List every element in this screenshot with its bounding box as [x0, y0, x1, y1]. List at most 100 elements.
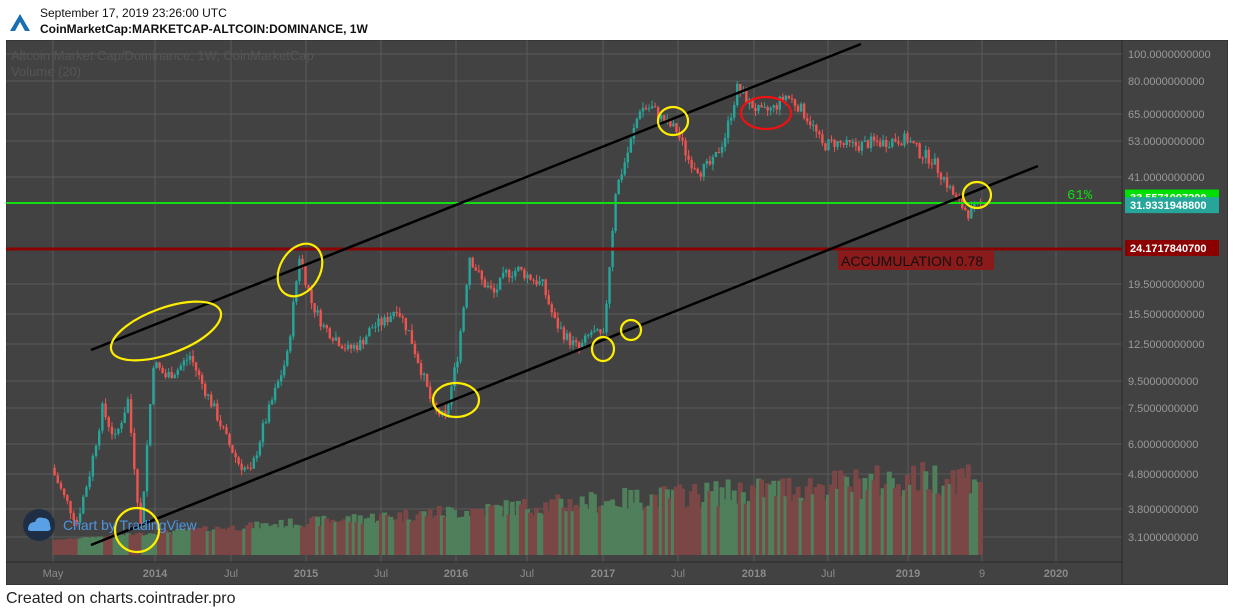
- volume-bar: [80, 537, 86, 555]
- volume-bar: [500, 516, 506, 555]
- volume-bar: [971, 479, 977, 555]
- volume-bar: [327, 522, 333, 555]
- volume-bar: [555, 494, 561, 555]
- candle-body: [213, 403, 216, 407]
- candle-body: [717, 151, 721, 153]
- candle-body: [480, 270, 484, 280]
- volume-bar: [433, 515, 439, 555]
- candle-body: [778, 96, 782, 110]
- candle-body: [340, 345, 344, 349]
- candle-body: [687, 155, 690, 160]
- volume-bar: [686, 506, 692, 555]
- y-tick-label: 100.0000000000: [1128, 49, 1211, 61]
- candle-body: [404, 317, 408, 331]
- volume-bar: [880, 488, 886, 555]
- candle-body: [802, 103, 806, 119]
- volume-bar: [61, 539, 67, 555]
- candle-body: [669, 119, 672, 127]
- candle-body: [225, 427, 228, 435]
- time-axis[interactable]: May 2014 Jul 2015 Jul 2016 Jul 2017 Jul 2018 Jul 20…: [43, 568, 1069, 580]
- candle-body: [547, 295, 550, 305]
- volume-bar: [245, 525, 251, 555]
- candle-body: [587, 335, 590, 337]
- volume-bar: [230, 525, 236, 555]
- volume-bar: [898, 496, 904, 555]
- volume-bar: [281, 527, 287, 555]
- candle-body: [386, 317, 389, 322]
- annotation-circle-2018-top: [739, 95, 793, 131]
- volume-bar: [418, 511, 424, 555]
- candle-body: [580, 342, 584, 349]
- volume-bar: [461, 516, 467, 555]
- volume-bar: [977, 481, 983, 555]
- candle-body: [520, 266, 523, 270]
- x-tick-label: May: [43, 568, 64, 580]
- candle-body: [672, 123, 675, 127]
- volume-bar: [582, 504, 588, 555]
- volume-bar: [591, 494, 597, 555]
- volume-bar: [777, 480, 783, 555]
- candle-body: [529, 274, 532, 280]
- candle-body: [459, 331, 462, 362]
- candle-body: [942, 177, 946, 180]
- volume-bar: [442, 517, 448, 555]
- volume-bar: [248, 522, 254, 555]
- volume-bar: [242, 528, 248, 555]
- volume-bar: [403, 509, 409, 555]
- tradingview-watermark[interactable]: Chart by TradingView: [23, 509, 197, 541]
- volume-bar: [604, 501, 610, 555]
- candle-body: [133, 432, 136, 470]
- volume-bar: [923, 471, 929, 555]
- candle-body: [915, 143, 918, 145]
- candle-body: [568, 333, 572, 346]
- volume-bar: [844, 476, 850, 555]
- volume-bar: [71, 538, 77, 555]
- volume-bar: [810, 494, 816, 555]
- candle-body: [477, 270, 481, 272]
- candle-body: [863, 140, 867, 142]
- candle-body: [796, 105, 800, 112]
- volume-bar: [597, 506, 603, 555]
- volume-bar: [576, 507, 582, 555]
- candle-body: [772, 105, 775, 108]
- candle-body: [897, 141, 900, 144]
- candle-body: [501, 272, 505, 278]
- candle-body: [261, 423, 265, 443]
- candle-body: [556, 317, 560, 329]
- volume-bar: [491, 504, 497, 555]
- candle-body: [167, 372, 170, 378]
- volume-bar: [625, 508, 631, 555]
- volume-bar: [103, 536, 109, 555]
- volume-bar: [740, 492, 746, 555]
- volume-bar: [895, 484, 901, 555]
- volume-bar: [467, 516, 473, 555]
- volume-bar: [944, 478, 950, 555]
- volume-bar: [883, 483, 889, 555]
- candle-body: [419, 363, 423, 376]
- volume-bar: [795, 486, 801, 555]
- candle-body: [541, 279, 544, 282]
- volume-bar: [680, 488, 686, 555]
- candle-body: [909, 141, 912, 143]
- candle-body: [286, 351, 289, 366]
- y-tick-label: 3.8000000000: [1128, 504, 1198, 516]
- volume-bar: [436, 505, 442, 555]
- volume-bar: [722, 499, 728, 555]
- candle-body: [176, 370, 180, 375]
- price-chart[interactable]: 61% ACCUMULATION 0.78 Altcoin Market Cap…: [6, 40, 1228, 585]
- volume-bar: [594, 512, 600, 555]
- volume-bar: [154, 534, 160, 555]
- volume-bar: [412, 520, 418, 555]
- volume-bar: [494, 504, 500, 555]
- volume-bar: [719, 487, 725, 555]
- volume-bar: [628, 489, 634, 555]
- volume-bar: [959, 468, 965, 555]
- candle-body: [319, 310, 322, 327]
- chart-background: [6, 40, 1228, 585]
- volume-bar: [409, 521, 415, 555]
- candle-body: [486, 285, 490, 288]
- volume-bar: [473, 508, 479, 555]
- candle-body: [416, 354, 420, 364]
- candle-body: [78, 513, 82, 523]
- candle-body: [94, 445, 98, 456]
